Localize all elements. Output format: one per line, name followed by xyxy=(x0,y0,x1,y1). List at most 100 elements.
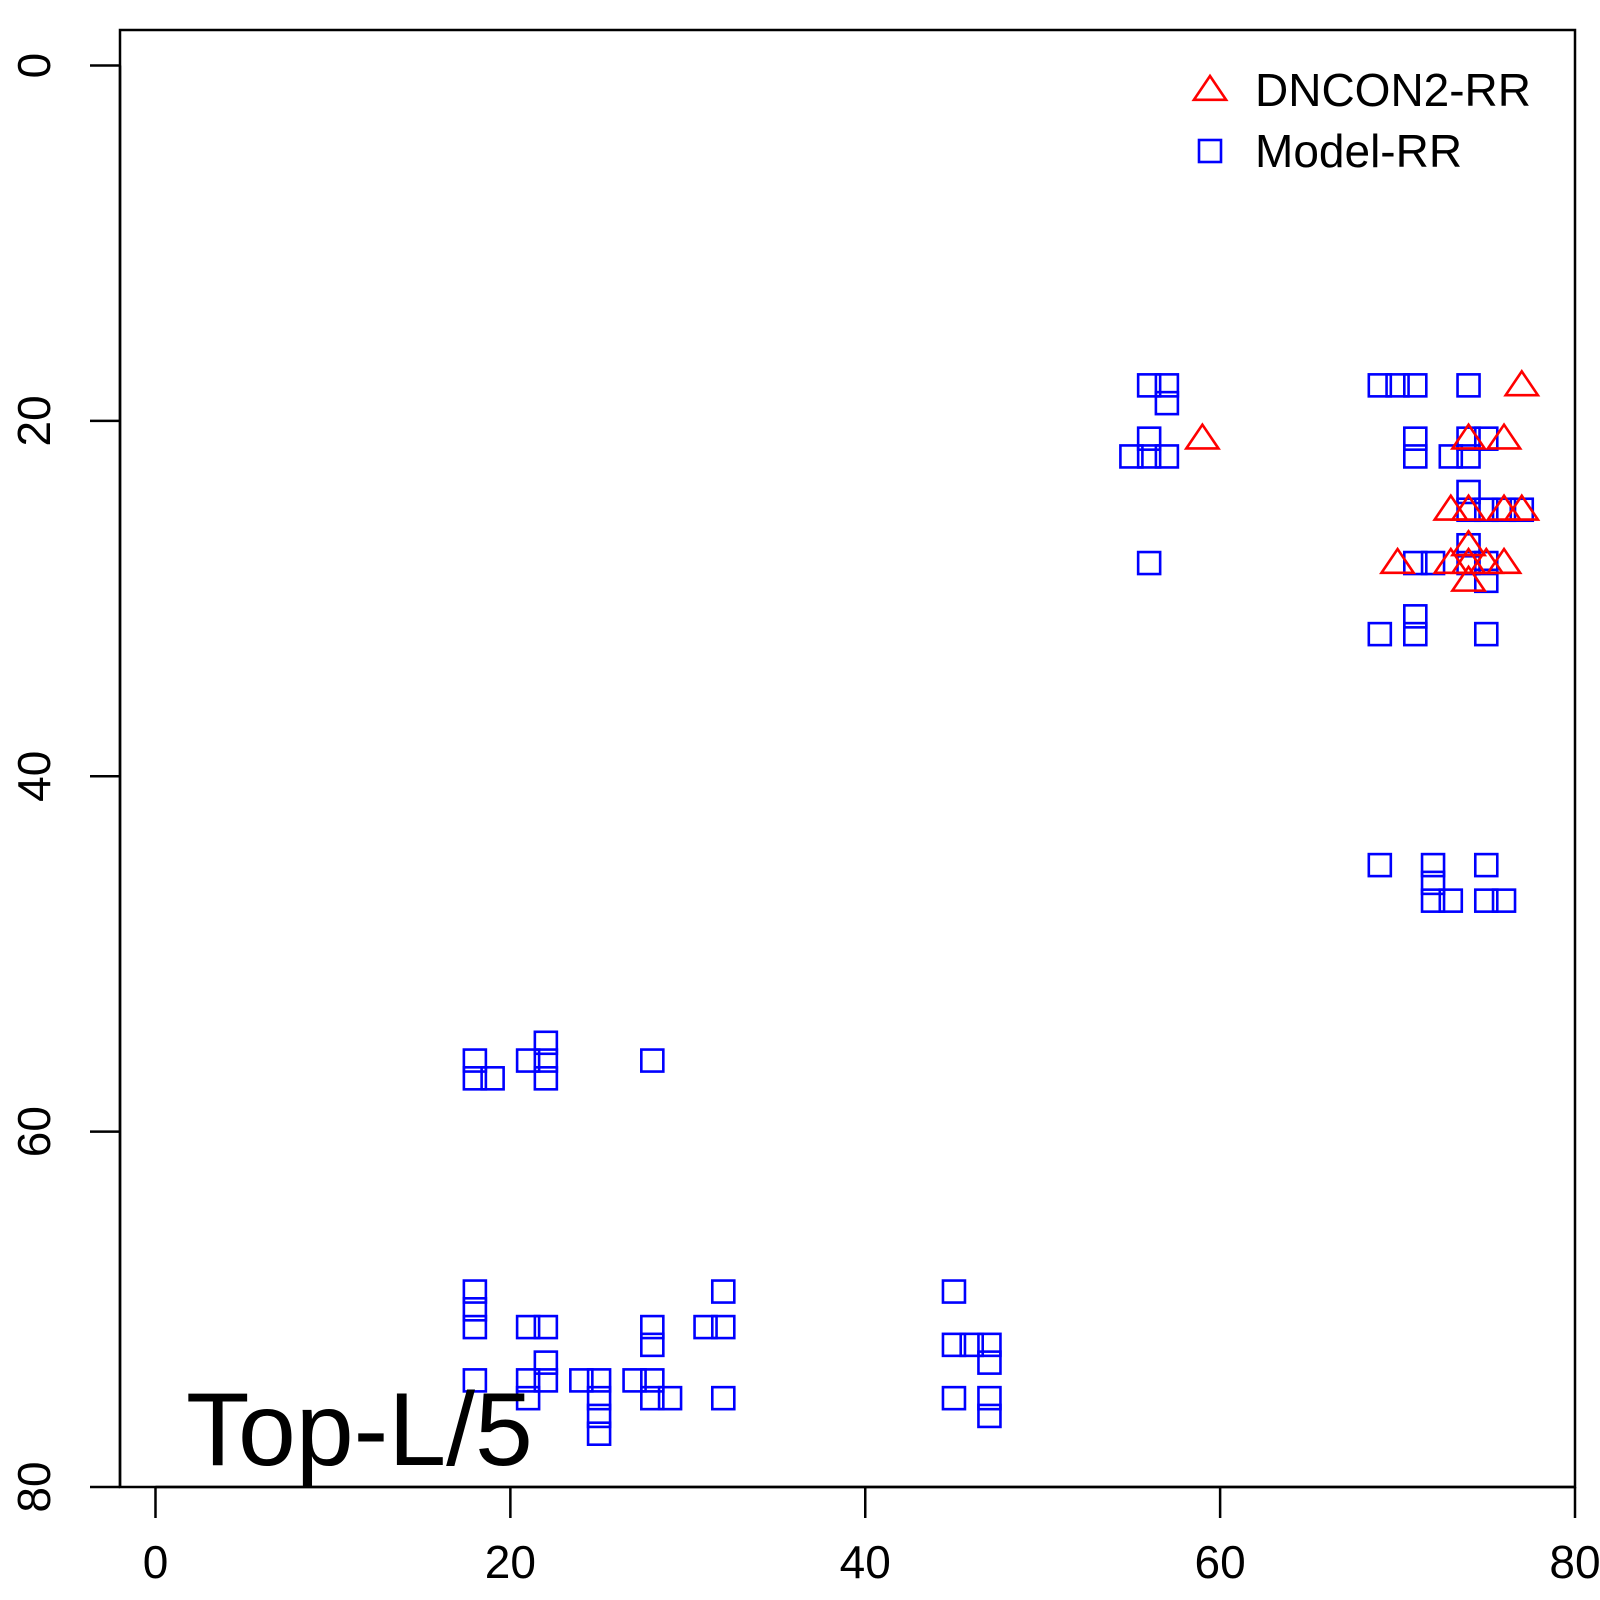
dncon2-rr-point xyxy=(1449,528,1488,557)
model-rr-point xyxy=(1367,621,1393,647)
model-rr-point xyxy=(1403,444,1428,469)
model-rr-point xyxy=(1385,373,1410,398)
model-rr-point xyxy=(1136,426,1162,451)
model-rr-point xyxy=(640,1385,665,1411)
model-rr-point xyxy=(1136,373,1162,398)
x-axis: 0 20 40 60 80 xyxy=(143,1485,1600,1588)
dncon2-rr-point xyxy=(1467,546,1505,575)
model-rr-point xyxy=(462,1066,488,1091)
model-rr-point xyxy=(1491,888,1517,913)
dncon2-rr-point xyxy=(1485,422,1523,450)
model-rr-point xyxy=(1403,621,1428,647)
legend-square-marker xyxy=(1197,138,1223,164)
model-rr-point xyxy=(515,1385,541,1411)
model-rr-point xyxy=(1403,426,1428,451)
x-tick-label: 80 xyxy=(1549,1536,1600,1588)
legend-label: Model-RR xyxy=(1255,125,1462,177)
y-tick-label: 20 xyxy=(8,395,60,446)
model-rr-point xyxy=(640,1332,665,1358)
x-tick-label: 40 xyxy=(840,1536,891,1588)
model-rr-point xyxy=(640,1314,665,1340)
model-rr-point xyxy=(1473,888,1499,913)
dncon2-rr-point xyxy=(1432,493,1470,521)
dncon2-rr-point xyxy=(1449,422,1488,450)
model-rr-point xyxy=(1473,621,1499,647)
model-rr-point xyxy=(1456,444,1481,469)
model-rr-point xyxy=(710,1279,736,1304)
model-rr-point xyxy=(533,1048,559,1073)
model-rr-point xyxy=(977,1350,1002,1375)
model-rr-point xyxy=(462,1279,488,1304)
model-rr-point xyxy=(1367,373,1393,398)
model-rr-point xyxy=(1438,888,1464,913)
dncon2-rr-point xyxy=(1379,546,1417,575)
model-rr-point xyxy=(1367,852,1393,878)
x-tick-label: 20 xyxy=(485,1536,536,1588)
dncon2-rr-point xyxy=(1449,493,1488,521)
model-rr-point xyxy=(533,1350,559,1375)
plot-frame xyxy=(118,28,1577,1489)
model-rr-point xyxy=(1456,479,1481,505)
model-rr-point xyxy=(586,1385,612,1411)
model-rr-point xyxy=(1403,373,1428,398)
dncon2-rr-point xyxy=(1449,564,1488,592)
model-rr-point xyxy=(586,1368,612,1393)
model-rr-point xyxy=(959,1332,985,1358)
model-rr-point xyxy=(480,1066,505,1091)
model-rr-point xyxy=(710,1314,736,1340)
x-tick-label: 0 xyxy=(143,1536,169,1588)
model-rr-point xyxy=(1136,444,1162,469)
model-rr-point xyxy=(977,1332,1002,1358)
model-rr-point xyxy=(515,1368,541,1393)
y-tick-label: 40 xyxy=(8,751,60,802)
model-rr-point xyxy=(1154,390,1180,416)
model-rr-point xyxy=(462,1048,488,1073)
dncon2-rr-point xyxy=(1485,546,1523,575)
dncon2-rr-point xyxy=(1503,493,1541,521)
model-rr-point xyxy=(622,1368,647,1393)
model-rr-point xyxy=(462,1297,488,1322)
x-tick-label: 60 xyxy=(1195,1536,1246,1588)
model-rr-point xyxy=(977,1403,1002,1429)
model-rr-point xyxy=(533,1030,559,1056)
model-rr-point xyxy=(941,1332,967,1358)
model-rr-point xyxy=(1420,888,1446,913)
model-rr-point xyxy=(569,1368,594,1393)
model-rr-point xyxy=(1456,373,1481,398)
chart-annotation: Top-L/5 xyxy=(186,1372,533,1488)
model-rr-point xyxy=(941,1279,967,1304)
model-rr-point xyxy=(693,1314,718,1340)
model-rr-point xyxy=(586,1421,612,1446)
model-rr-point xyxy=(1154,373,1180,398)
model-rr-point xyxy=(1473,852,1499,878)
model-rr-point xyxy=(640,1368,665,1393)
dncon2-rr-point xyxy=(1503,369,1541,397)
legend-label: DNCON2-RR xyxy=(1255,64,1531,116)
model-rr-point xyxy=(1420,852,1446,878)
model-rr-point xyxy=(710,1385,736,1411)
y-tick-label: 80 xyxy=(8,1461,60,1512)
y-axis: 0 20 40 60 80 xyxy=(8,53,122,1513)
model-rr-point xyxy=(462,1314,488,1340)
model-rr-point xyxy=(1119,444,1144,469)
model-rr-point xyxy=(941,1385,967,1411)
legend: DNCON2-RR Model-RR xyxy=(1191,64,1531,177)
dncon2-rr-point xyxy=(1485,493,1523,521)
plot-points xyxy=(462,369,1541,1446)
model-rr-point xyxy=(462,1368,488,1393)
model-rr-point xyxy=(515,1314,541,1340)
model-rr-point xyxy=(515,1048,541,1073)
dncon2-rr-point xyxy=(1432,546,1470,575)
model-rr-point xyxy=(586,1403,612,1429)
y-tick-label: 60 xyxy=(8,1106,60,1157)
model-rr-point xyxy=(640,1048,665,1073)
model-rr-point xyxy=(977,1385,1002,1411)
model-rr-point xyxy=(533,1368,559,1393)
model-rr-point xyxy=(1136,550,1162,576)
dncon2-rr-point xyxy=(1183,422,1221,450)
y-tick-label: 0 xyxy=(8,53,60,79)
model-rr-point xyxy=(1438,444,1464,469)
model-rr-point xyxy=(657,1385,683,1411)
legend-triangle-marker xyxy=(1191,73,1229,102)
model-rr-point xyxy=(1154,444,1180,469)
